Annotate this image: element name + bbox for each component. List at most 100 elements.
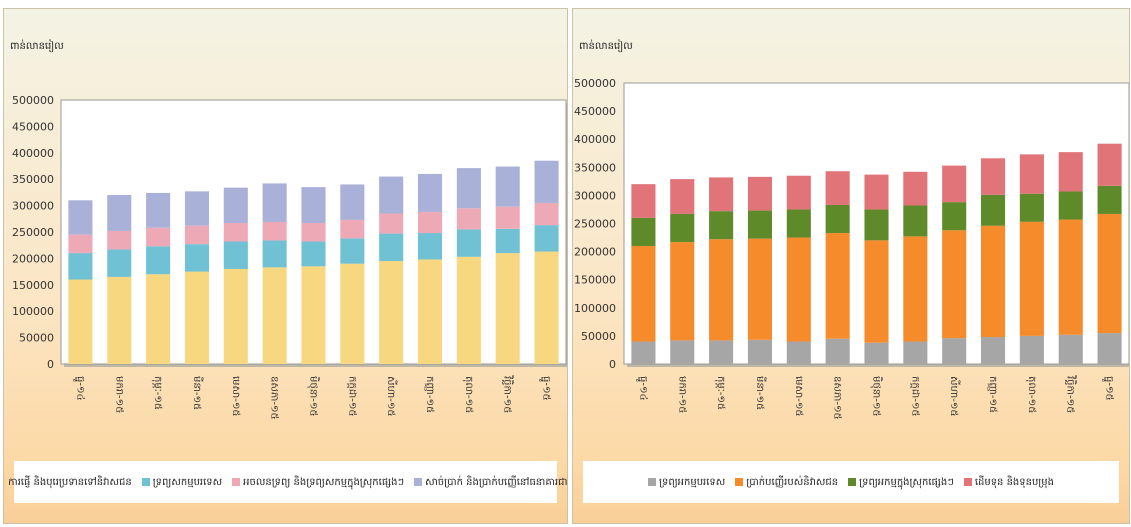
bar-segment [942, 230, 967, 339]
bar-segment [417, 233, 443, 260]
y-tick-label: 100000 [574, 302, 616, 315]
x-tick-label: វិច្ឆិកា-១៥ [502, 375, 515, 413]
legend-left: ការផ្ញើ និងបុរេប្រទានទៅនិវាសជន ទ្រព្យសកម្… [4, 461, 567, 503]
bar-segment [262, 183, 287, 222]
bar-segment [417, 259, 443, 364]
bar-segment [146, 192, 171, 228]
bar-segment [1097, 213, 1122, 334]
x-tick-label: សីហា-១៥ [385, 376, 398, 416]
bar-segment [864, 240, 889, 343]
bar-segment [786, 209, 811, 238]
legend-label: ការផ្ញើ និងបុរេប្រទានទៅនិវាសជន [8, 476, 132, 488]
y-tick-label: 400000 [574, 133, 616, 146]
bar-segment [146, 246, 171, 275]
bar-segment [631, 184, 656, 218]
bar-segment [223, 268, 248, 364]
bar-segment [709, 211, 734, 240]
bar-segment [631, 341, 656, 364]
bar-segment [146, 274, 171, 364]
legend-label: ទ្រព្យអកម្មបរទេស [659, 476, 726, 488]
bar-segment [417, 211, 443, 234]
bar-segment [1097, 143, 1122, 186]
bar-segment [534, 202, 559, 226]
y-tick-label: 500000 [574, 77, 616, 90]
bar-segment [417, 173, 443, 212]
x-tick-label: ធ្នូ-១៥ [1102, 376, 1115, 401]
bar-segment [184, 191, 210, 226]
bar-segment [864, 174, 889, 210]
x-tick-label: ឧសភា-១៥ [832, 376, 843, 420]
bar-segment [68, 234, 93, 254]
bar-segment [223, 241, 248, 269]
bar-segment [456, 208, 481, 230]
legend-item: ទ្រព្យអកម្មក្នុងស្រុកផ្សេងៗ [848, 475, 954, 490]
y-tick-label: 0 [47, 358, 54, 371]
bar-segment [68, 279, 93, 364]
bar-segment [379, 233, 404, 262]
bar-segment [379, 176, 404, 214]
bar-segment [262, 240, 287, 268]
bar-segment [786, 341, 811, 364]
legend-swatch [735, 478, 744, 486]
y-tick-label: 350000 [574, 161, 616, 174]
y-tick-label: 0 [609, 358, 616, 371]
bar-segment [534, 251, 559, 364]
bar-segment [301, 223, 326, 242]
bar-segment [670, 213, 695, 243]
legend-label: ទ្រព្យអកម្មក្នុងស្រុកផ្សេងៗ [859, 476, 954, 488]
bar-segment [825, 338, 850, 364]
legend-right: ទ្រព្យអកម្មបរទេស ប្រាក់បញ្ញើរបស់និវាសជន ទ្… [583, 461, 1119, 503]
bar-segment [456, 168, 481, 209]
chart-panel-left: ពាន់លានរៀល 0 50000 100000 150000 200000 25000… [3, 8, 568, 524]
legend-swatch [414, 478, 423, 486]
bar-segment [864, 342, 889, 364]
y-tick-label: 50000 [581, 330, 616, 343]
y-tick-label: 500000 [12, 94, 54, 107]
bar-segment [301, 241, 326, 267]
y-axis-unit-label: ពាន់លានរៀល [579, 41, 633, 52]
y-tick-label: 350000 [12, 173, 54, 186]
bar-segment [942, 338, 967, 364]
x-tick-label: មិថុនា-១៥ [870, 376, 884, 416]
legend-item: ដើមទុន និងទុនបម្រុង [963, 475, 1054, 490]
bar-segment [631, 217, 656, 246]
bar-segment [980, 225, 1006, 338]
x-tick-label: មិថុនា-១៥ [307, 376, 321, 416]
x-tick-label: កក្កដា-១៥ [909, 376, 920, 416]
x-tick-label: កញ្ញា-១៥ [424, 376, 435, 413]
bar-segment [747, 210, 773, 239]
legend-item: អចលនទ្រព្យ និងទ្រព្យសកម្មក្នុងស្រុកផ្សេង… [232, 475, 404, 490]
y-tick-label: 100000 [12, 305, 54, 318]
bar-segment [631, 245, 656, 342]
bar-segment [146, 227, 171, 247]
bar-segment [942, 202, 967, 231]
legend-swatch [648, 478, 657, 486]
bar-segment [107, 195, 132, 231]
bar-segment [107, 249, 132, 277]
bar-segment [184, 225, 210, 245]
bar-segment [980, 337, 1006, 364]
bar-segment [942, 165, 967, 203]
x-tick-label: មីនា-១៥ [191, 376, 204, 410]
y-axis-unit-label: ពាន់លានរៀល [10, 41, 64, 52]
bar-segment [107, 230, 132, 250]
bar-segment [1019, 154, 1044, 194]
legend-label: អចលនទ្រព្យ និងទ្រព្យសកម្មក្នុងស្រុកផ្សេង… [243, 476, 405, 488]
bar-segment [786, 237, 811, 342]
legend-swatch [232, 478, 241, 486]
bar-segment [184, 244, 210, 272]
bar-segment [1019, 193, 1044, 222]
bar-segment [670, 340, 695, 364]
bar-segment [709, 177, 734, 212]
bar-segment [980, 158, 1006, 195]
x-tick-label: មីនា-១៥ [754, 376, 767, 410]
x-tick-label: ធ្នូ-១៤ [635, 376, 648, 401]
bar-segment [903, 171, 928, 206]
y-tick-label: 200000 [574, 246, 616, 259]
x-tick-label: វិច្ឆិកា-១៥ [1065, 375, 1078, 413]
y-tick-label: 150000 [12, 279, 54, 292]
legend-label: សាច់ប្រាក់ និងប្រាក់បញ្ញើនៅធនាគារជាតិ [425, 476, 568, 488]
legend-swatch [141, 478, 150, 486]
x-tick-label: មករា-១៥ [676, 376, 687, 413]
y-tick-label: 150000 [574, 274, 616, 287]
